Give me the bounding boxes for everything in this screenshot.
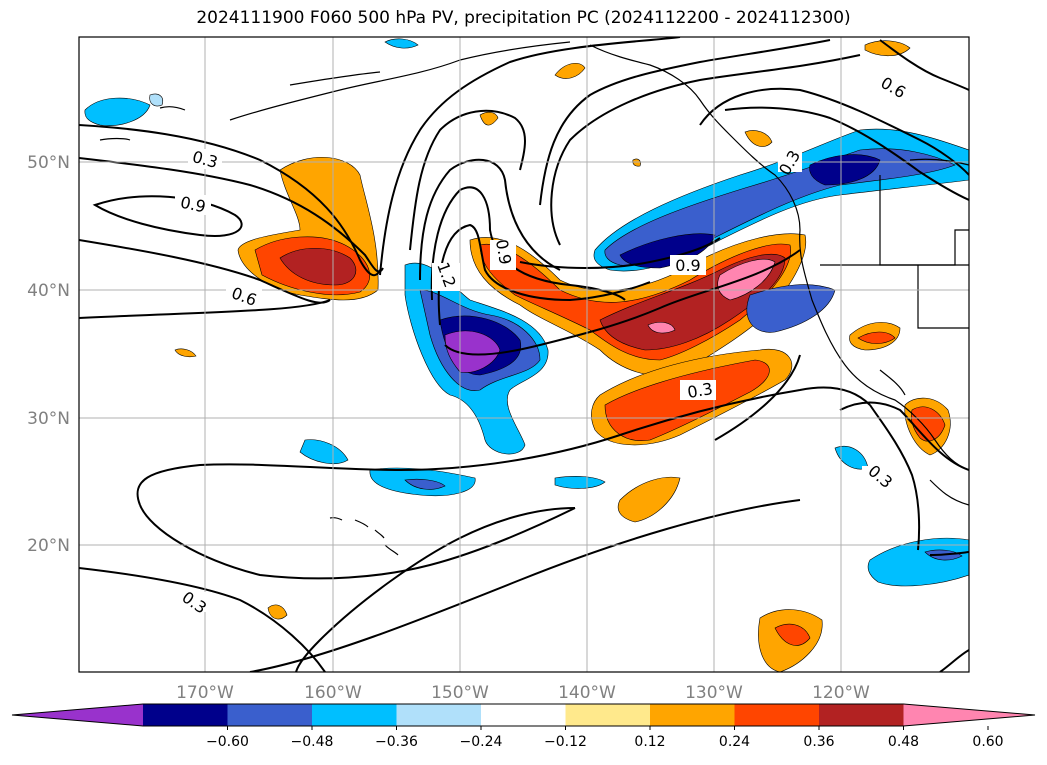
colorbar-segment	[227, 704, 313, 726]
colorbar: −0.60 −0.48 −0.36 −0.24 −0.12 0.12 0.24 0.36 0.4…	[11, 703, 1036, 750]
colorbar-segment	[396, 704, 482, 726]
lon-label-130w: 130°W	[685, 683, 743, 703]
lon-label-140w: 140°W	[558, 683, 616, 703]
lon-label-150w: 150°W	[431, 683, 489, 703]
pv-contours	[79, 37, 969, 672]
colorbar-segment	[565, 704, 651, 726]
colorbar-tick-label: −0.12	[544, 734, 587, 750]
colorbar-segment	[650, 704, 735, 726]
lat-label-50n: 50°N	[27, 153, 70, 173]
lon-labels: 170°W 160°W 150°W 140°W 130°W 120°W	[176, 683, 870, 703]
lat-labels: 50°N 40°N 30°N 20°N	[27, 153, 70, 556]
colorbar-outline	[11, 703, 1036, 727]
colorbar-segment	[481, 704, 566, 726]
colorbar-segment	[819, 704, 904, 726]
map-frame	[78, 36, 970, 673]
coastlines	[99, 41, 969, 556]
contour-label: 0.9	[492, 238, 515, 266]
colorbar-tick-label: 0.36	[803, 734, 834, 750]
contour-label: 0.3	[686, 379, 714, 402]
colorbar-tick-label: 0.60	[972, 734, 1003, 750]
colorbar-extension-high	[903, 704, 1035, 726]
colorbar-segment	[312, 704, 397, 726]
colorbar-tick-label: −0.36	[375, 734, 418, 750]
map-title: 2024111900 F060 500 hPa PV, precipitatio…	[196, 8, 851, 28]
graticule	[79, 37, 969, 672]
lon-label-160w: 160°W	[304, 683, 362, 703]
colorbar-extension-low	[12, 704, 143, 726]
colorbar-segment	[734, 704, 820, 726]
colorbar-tick-label: 0.48	[888, 734, 919, 750]
precipitation-fill	[84, 38, 969, 672]
lat-label-30n: 30°N	[27, 409, 70, 429]
colorbar-tick-label: −0.60	[206, 734, 249, 750]
colorbar-tick-label: −0.48	[291, 734, 334, 750]
colorbar-tick-label: 0.24	[719, 734, 750, 750]
lon-label-120w: 120°W	[812, 683, 870, 703]
lat-label-40n: 40°N	[27, 281, 70, 301]
colorbar-tick-label: −0.24	[460, 734, 503, 750]
lat-label-20n: 20°N	[27, 536, 70, 556]
colorbar-segment	[143, 704, 228, 726]
contour-label: 0.9	[675, 256, 700, 275]
colorbar-tick-label: 0.12	[634, 734, 665, 750]
contour-label: 0.9	[179, 193, 208, 217]
lon-label-170w: 170°W	[176, 683, 234, 703]
